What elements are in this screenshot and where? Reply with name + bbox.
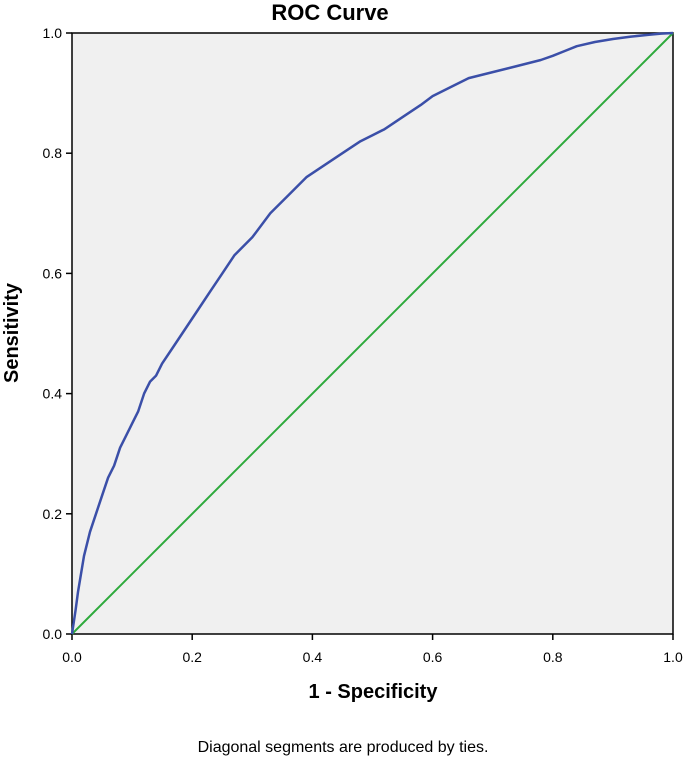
y-tick-label: 0.6 bbox=[43, 265, 63, 281]
x-tick-label: 0.4 bbox=[303, 649, 323, 665]
x-tick-label: 0.8 bbox=[543, 649, 563, 665]
reference-line bbox=[71, 32, 674, 635]
y-tick-label: 0.4 bbox=[43, 386, 63, 402]
x-tick-label: 0.0 bbox=[62, 649, 82, 665]
footnote: Diagonal segments are produced by ties. bbox=[198, 739, 489, 756]
x-tick-label: 0.6 bbox=[423, 649, 443, 665]
x-tick-label: 0.2 bbox=[182, 649, 202, 665]
chart-title: ROC Curve bbox=[271, 0, 388, 25]
y-tick-label: 1.0 bbox=[43, 25, 63, 41]
x-axis-ticks: 0.0 0.2 0.4 0.6 0.8 1.0 bbox=[62, 634, 683, 665]
y-tick-label: 0.0 bbox=[43, 626, 63, 642]
x-axis-label: 1 - Specificity bbox=[309, 681, 439, 703]
y-axis-label: Sensitivity bbox=[1, 282, 23, 383]
y-axis-ticks: 0.0 0.2 0.4 0.6 0.8 1.0 bbox=[43, 25, 72, 642]
roc-curve-line bbox=[70, 31, 674, 635]
x-tick-label: 1.0 bbox=[663, 649, 683, 665]
y-tick-label: 0.2 bbox=[43, 506, 63, 522]
y-tick-label: 0.8 bbox=[43, 145, 63, 161]
